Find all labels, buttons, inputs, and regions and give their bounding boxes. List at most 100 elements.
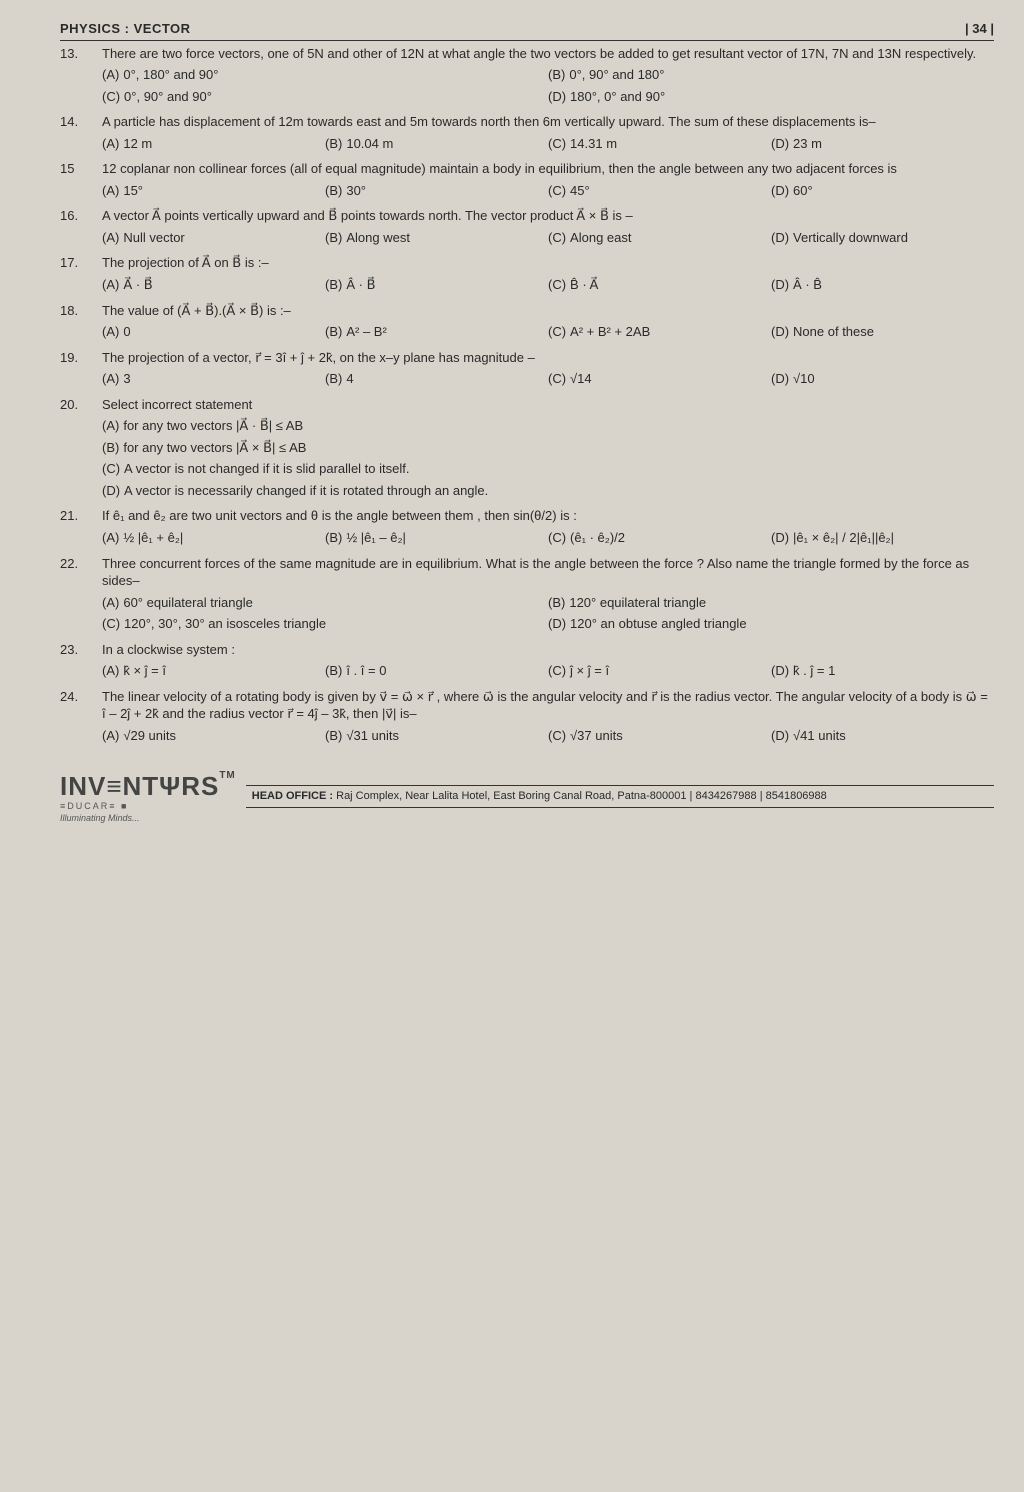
option-text: 30°	[346, 182, 366, 200]
option-label: (A)	[102, 417, 119, 435]
question-text: There are two force vectors, one of 5N a…	[102, 45, 994, 63]
option: (B)for any two vectors |A⃗ × B⃗| ≤ AB	[102, 439, 994, 457]
question: 20. Select incorrect statement (A)for any …	[60, 396, 994, 500]
option-label: (C)	[102, 615, 120, 633]
option-text: î . î = 0	[346, 662, 386, 680]
option-label: (B)	[325, 662, 342, 680]
options: (A)60° equilateral triangle(B)120° equil…	[102, 594, 994, 633]
option-label: (B)	[325, 229, 342, 247]
question-number: 21.	[60, 507, 88, 546]
option: (B)30°	[325, 182, 548, 200]
option-text: √31 units	[346, 727, 399, 745]
option-text: for any two vectors |A⃗ · B⃗| ≤ AB	[123, 417, 303, 435]
option: (A)12 m	[102, 135, 325, 153]
option-text: 120° equilateral triangle	[569, 594, 706, 612]
option-label: (A)	[102, 727, 119, 745]
option-label: (B)	[325, 727, 342, 745]
option: (B)4	[325, 370, 548, 388]
question-body: The projection of A⃗ on B⃗ is :–(A)A⃗ · …	[102, 254, 994, 293]
option: (C)14.31 m	[548, 135, 771, 153]
options: (A)3(B)4(C)√14(D)√10	[102, 370, 994, 388]
option: (C)0°, 90° and 90°	[102, 88, 548, 106]
option-text: 0°, 90° and 90°	[124, 88, 212, 106]
option: (B)Â · B⃗	[325, 276, 548, 294]
question: 13.There are two force vectors, one of 5…	[60, 45, 994, 106]
option: (A)0	[102, 323, 325, 341]
option-text: 23 m	[793, 135, 822, 153]
option-text: A⃗ · B⃗	[123, 276, 152, 294]
option: (C)45°	[548, 182, 771, 200]
question-body: The value of (A⃗ + B⃗).(A⃗ × B⃗) is :–(A…	[102, 302, 994, 341]
option-label: (B)	[325, 370, 342, 388]
option-label: (B)	[548, 66, 565, 84]
option-text: 12 m	[123, 135, 152, 153]
option-label: (D)	[771, 662, 789, 680]
option-text: ĵ × ĵ = î	[570, 662, 609, 680]
option-label: (A)	[102, 229, 119, 247]
option-text: Vertically downward	[793, 229, 908, 247]
subject-title: PHYSICS : VECTOR	[60, 20, 191, 38]
question-number: 20.	[60, 396, 88, 500]
option-text: 120°, 30°, 30° an isosceles triangle	[124, 615, 326, 633]
question-number: 22.	[60, 555, 88, 633]
option-label: (C)	[102, 460, 120, 478]
question-text: A vector A⃗ points vertically upward and…	[102, 207, 994, 225]
question-body: There are two force vectors, one of 5N a…	[102, 45, 994, 106]
option-label: (D)	[771, 370, 789, 388]
option-label: (B)	[102, 439, 119, 457]
option-text: A vector is necessarily changed if it is…	[124, 482, 488, 500]
option-label: (D)	[102, 482, 120, 500]
option-text: for any two vectors |A⃗ × B⃗| ≤ AB	[123, 439, 306, 457]
option-text: B̂ · A⃗	[570, 276, 598, 294]
question: 24.The linear velocity of a rotating bod…	[60, 688, 994, 745]
option-text: 4	[346, 370, 353, 388]
option-text: k̂ . ĵ = 1	[793, 662, 835, 680]
question-number: 15	[60, 160, 88, 199]
option-label: (C)	[548, 182, 566, 200]
options: (A)0(B)A² – B²(C)A² + B² + 2AB(D)None of…	[102, 323, 994, 341]
option-text: 15°	[123, 182, 143, 200]
option-text: Null vector	[123, 229, 184, 247]
option-label: (C)	[548, 662, 566, 680]
question: 19.The projection of a vector, r⃗ = 3î +…	[60, 349, 994, 388]
question: 23.In a clockwise system :(A)k̂ × ĵ = î(…	[60, 641, 994, 680]
option-label: (A)	[102, 662, 119, 680]
logo-block: INV≡NTΨRSTM ≡DUCAR≡ ■ Illuminating Minds…	[60, 769, 236, 824]
option-label: (D)	[771, 182, 789, 200]
option: (C)B̂ · A⃗	[548, 276, 771, 294]
question-text: Three concurrent forces of the same magn…	[102, 555, 994, 590]
option-text: (ê₁ · ê₂)/2	[570, 529, 625, 547]
question: 17.The projection of A⃗ on B⃗ is :–(A)A⃗…	[60, 254, 994, 293]
option-label: (B)	[548, 594, 565, 612]
option: (D)180°, 0° and 90°	[548, 88, 994, 106]
question-text: 12 coplanar non collinear forces (all of…	[102, 160, 994, 178]
option-label: (A)	[102, 276, 119, 294]
brand-tagline: Illuminating Minds...	[60, 812, 236, 824]
question-body: The projection of a vector, r⃗ = 3î + ĵ …	[102, 349, 994, 388]
option: (B)0°, 90° and 180°	[548, 66, 994, 84]
option: (C)ĵ × ĵ = î	[548, 662, 771, 680]
option-text: Â · B̂	[793, 276, 822, 294]
question: 22. Three concurrent forces of the same m…	[60, 555, 994, 633]
option-label: (A)	[102, 135, 119, 153]
option: (A)15°	[102, 182, 325, 200]
brand-logo-text: INV≡NTΨRS	[60, 771, 219, 801]
option-label: (A)	[102, 529, 119, 547]
option-label: (A)	[102, 594, 119, 612]
option: (B)½ |ê₁ – ê₂|	[325, 529, 548, 547]
option: (C)Along east	[548, 229, 771, 247]
option: (B)î . î = 0	[325, 662, 548, 680]
option-label: (A)	[102, 66, 119, 84]
option-label: (A)	[102, 323, 119, 341]
option-text: Along west	[346, 229, 410, 247]
option-label: (C)	[548, 323, 566, 341]
option-text: 120° an obtuse angled triangle	[570, 615, 747, 633]
option: (C)(ê₁ · ê₂)/2	[548, 529, 771, 547]
question-body: A particle has displacement of 12m towar…	[102, 113, 994, 152]
option-label: (C)	[548, 370, 566, 388]
option: (D)Â · B̂	[771, 276, 994, 294]
question: 16. A vector A⃗ points vertically upward …	[60, 207, 994, 246]
question-body: If ê₁ and ê₂ are two unit vectors and θ …	[102, 507, 994, 546]
question-number: 16.	[60, 207, 88, 246]
question-text: Select incorrect statement	[102, 396, 994, 414]
